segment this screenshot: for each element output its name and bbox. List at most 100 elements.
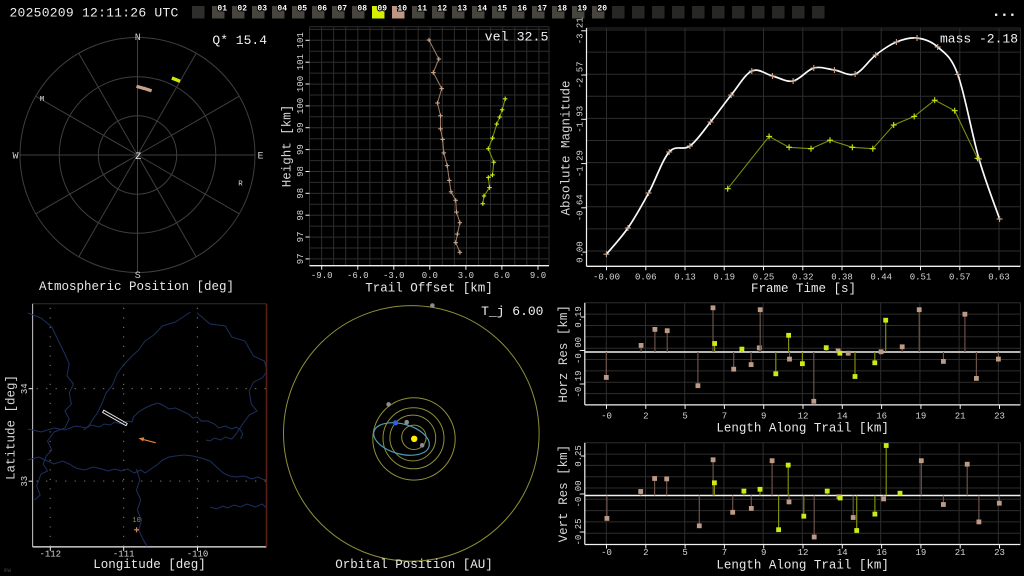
- svg-text:0.19: 0.19: [574, 306, 584, 328]
- svg-text:Q* 15.4: Q* 15.4: [212, 33, 267, 48]
- svg-text:19: 19: [915, 548, 926, 558]
- svg-text:14: 14: [477, 5, 487, 14]
- svg-text:0.63: 0.63: [988, 273, 1010, 283]
- svg-text:7: 7: [722, 548, 727, 558]
- svg-text:-1.29: -1.29: [576, 150, 586, 177]
- svg-text:-3.21: -3.21: [576, 17, 586, 44]
- svg-text:5: 5: [682, 548, 687, 558]
- svg-text:Vert Res [km]: Vert Res [km]: [557, 445, 571, 543]
- svg-text:5: 5: [682, 412, 687, 422]
- svg-text:14: 14: [837, 548, 848, 558]
- svg-text:-0.19: -0.19: [574, 370, 584, 397]
- svg-text:vel 32.5: vel 32.5: [485, 30, 549, 45]
- svg-text:Latitude [deg]: Latitude [deg]: [5, 375, 19, 480]
- svg-text:12: 12: [437, 5, 447, 14]
- svg-text:E: E: [257, 152, 263, 163]
- svg-text:34: 34: [20, 383, 30, 394]
- svg-text:100: 100: [296, 76, 306, 92]
- svg-text:-0.64: -0.64: [576, 194, 586, 221]
- svg-text:99: 99: [296, 122, 306, 133]
- svg-text:mass -2.18: mass -2.18: [940, 32, 1018, 47]
- svg-text:N: N: [135, 33, 141, 44]
- svg-text:Length Along Trail [km]: Length Along Trail [km]: [716, 559, 889, 573]
- svg-text:-0.25: -0.25: [574, 518, 584, 545]
- svg-text:14: 14: [837, 412, 848, 422]
- svg-text:0.06: 0.06: [635, 273, 657, 283]
- svg-text:Trail Offset [km]: Trail Offset [km]: [365, 282, 493, 296]
- svg-text:Absolute Magnitude: Absolute Magnitude: [560, 80, 574, 215]
- svg-text:R: R: [238, 181, 243, 189]
- svg-text:0.32: 0.32: [792, 273, 814, 283]
- svg-text:05: 05: [297, 5, 307, 14]
- svg-text:M: M: [40, 96, 45, 104]
- svg-text:-110: -110: [187, 550, 209, 560]
- svg-text:07: 07: [337, 5, 347, 14]
- svg-text:0.25: 0.25: [753, 273, 775, 283]
- svg-text:Longitude [deg]: Longitude [deg]: [93, 558, 206, 572]
- svg-text:W: W: [12, 152, 18, 163]
- svg-text:6.0: 6.0: [494, 271, 510, 281]
- svg-text:20: 20: [597, 5, 607, 14]
- svg-text:mw: mw: [4, 567, 12, 574]
- svg-text:Height [km]: Height [km]: [281, 105, 295, 188]
- svg-text:0.38: 0.38: [831, 273, 853, 283]
- svg-text:21: 21: [955, 412, 966, 422]
- svg-text:03: 03: [257, 5, 267, 14]
- svg-text:16: 16: [876, 412, 887, 422]
- svg-text:12: 12: [798, 548, 809, 558]
- svg-text:0.51: 0.51: [910, 273, 932, 283]
- svg-text:20250209 12:11:26 UTC: 20250209 12:11:26 UTC: [10, 6, 179, 21]
- svg-text:0.44: 0.44: [870, 273, 892, 283]
- svg-text:16: 16: [517, 5, 527, 14]
- svg-text:2: 2: [643, 548, 648, 558]
- svg-text:T_j 6.00: T_j 6.00: [481, 304, 543, 319]
- svg-text:33: 33: [20, 476, 30, 487]
- svg-text:2: 2: [643, 412, 648, 422]
- svg-text:08: 08: [357, 5, 367, 14]
- svg-text:16: 16: [876, 548, 887, 558]
- svg-text:23: 23: [994, 548, 1005, 558]
- svg-text:18: 18: [557, 5, 567, 14]
- svg-text:97: 97: [296, 253, 306, 264]
- svg-text:98: 98: [296, 210, 306, 221]
- svg-text:9: 9: [761, 548, 766, 558]
- svg-text:11: 11: [417, 5, 427, 14]
- svg-text:0.19: 0.19: [713, 273, 735, 283]
- svg-text:Atmospheric Position [deg]: Atmospheric Position [deg]: [39, 280, 234, 294]
- svg-text:Z: Z: [135, 152, 141, 163]
- svg-text:0.25: 0.25: [574, 445, 584, 467]
- svg-text:-0.00: -0.00: [593, 273, 620, 283]
- svg-text:21: 21: [955, 548, 966, 558]
- svg-text:Horz Res [km]: Horz Res [km]: [557, 305, 571, 403]
- svg-text:-6.0: -6.0: [347, 271, 369, 281]
- svg-text:-3.0: -3.0: [383, 271, 405, 281]
- svg-text:S: S: [135, 271, 141, 282]
- svg-text:98: 98: [296, 166, 306, 177]
- svg-text:19: 19: [915, 412, 926, 422]
- svg-text:9: 9: [761, 412, 766, 422]
- svg-text:10: 10: [397, 5, 407, 14]
- svg-text:10: 10: [132, 517, 140, 525]
- svg-text:12: 12: [798, 412, 809, 422]
- svg-text:100: 100: [296, 98, 306, 114]
- svg-text:Orbital Position [AU]: Orbital Position [AU]: [335, 558, 493, 572]
- svg-text:0.13: 0.13: [674, 273, 696, 283]
- svg-text:-111: -111: [113, 550, 135, 560]
- svg-text:97: 97: [296, 232, 306, 243]
- svg-text:101: 101: [296, 54, 306, 70]
- svg-text:17: 17: [537, 5, 547, 14]
- svg-text:02: 02: [237, 5, 247, 14]
- svg-text:13: 13: [457, 5, 467, 14]
- svg-text:04: 04: [277, 5, 287, 14]
- svg-text:-112: -112: [39, 550, 61, 560]
- svg-text:3.0: 3.0: [458, 271, 474, 281]
- svg-text:01: 01: [217, 5, 227, 14]
- svg-text:-0.00: -0.00: [574, 337, 584, 364]
- svg-text:-0: -0: [601, 412, 612, 422]
- svg-text:-1.93: -1.93: [576, 106, 586, 133]
- svg-text:-0: -0: [601, 548, 612, 558]
- svg-text:06: 06: [317, 5, 327, 14]
- svg-text:7: 7: [722, 412, 727, 422]
- svg-text:0.57: 0.57: [949, 273, 971, 283]
- svg-text:Length Along Trail [km]: Length Along Trail [km]: [716, 422, 889, 436]
